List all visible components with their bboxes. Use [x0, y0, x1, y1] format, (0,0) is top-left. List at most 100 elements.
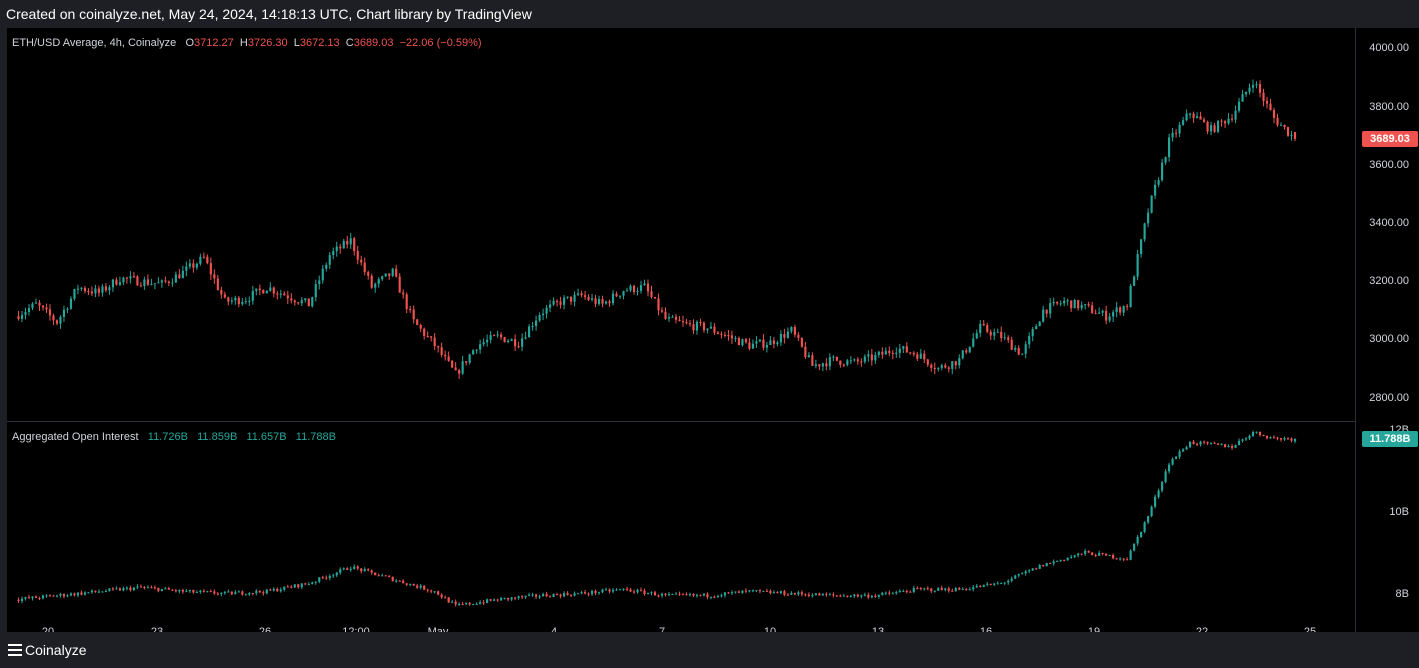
candle-body — [234, 297, 237, 301]
pane-separator[interactable] — [7, 421, 1355, 422]
candle-body — [975, 585, 978, 588]
open-value: 3712.27 — [194, 37, 234, 49]
candle-body — [1286, 438, 1290, 440]
candle-body — [1202, 119, 1206, 122]
candle-body — [171, 589, 174, 591]
candle-body — [227, 591, 230, 593]
candle-body — [41, 595, 45, 599]
candle-body — [181, 270, 184, 279]
candle-body — [153, 283, 156, 285]
candle-body — [755, 341, 758, 344]
candle-body — [52, 595, 55, 597]
candle-body — [202, 256, 205, 258]
candle-body — [80, 592, 83, 595]
candle-body — [496, 599, 499, 601]
candle-body — [1178, 124, 1181, 134]
candle-body — [828, 357, 831, 367]
candle-body — [73, 593, 76, 596]
candle-body — [55, 595, 59, 597]
candle-body — [1182, 120, 1185, 125]
candle-body — [1192, 113, 1195, 119]
candle-body — [461, 361, 464, 374]
y-tick-label: 3000.00 — [1369, 333, 1409, 346]
candle-body — [489, 335, 492, 340]
candle-body — [531, 594, 534, 596]
candle-body — [1161, 162, 1164, 181]
candle-body — [1227, 445, 1230, 448]
candle-body — [839, 360, 842, 365]
candle-body — [769, 590, 772, 594]
candle-body — [1098, 312, 1101, 314]
candle-body — [982, 584, 985, 587]
candle-body — [472, 604, 475, 606]
candle-body — [171, 282, 174, 284]
candle-body — [307, 584, 310, 586]
candle-body — [1129, 285, 1132, 307]
candle-body — [535, 594, 538, 597]
candle-body — [590, 298, 594, 300]
candle-body — [786, 594, 789, 596]
candle-body — [688, 593, 692, 595]
candle-body — [59, 594, 62, 596]
candle-body — [958, 358, 961, 366]
candle-body — [1094, 555, 1097, 557]
candle-body — [437, 346, 440, 348]
candle-body — [41, 305, 45, 308]
brand-label: Coinalyze — [25, 642, 87, 658]
candle-body — [751, 590, 755, 592]
candle-body — [409, 583, 412, 585]
candle-body — [1080, 553, 1083, 555]
brand[interactable]: Coinalyze — [8, 641, 86, 659]
candle-body — [318, 577, 321, 582]
candle-body — [370, 275, 373, 288]
candle-body — [1129, 550, 1132, 560]
candle-body — [1265, 101, 1269, 104]
candle-body — [755, 590, 758, 592]
candle-body — [933, 590, 936, 592]
candle-body — [895, 592, 898, 594]
candle-body — [594, 590, 597, 594]
candle-body — [129, 587, 132, 591]
candle-body — [216, 278, 219, 290]
candle-body — [1175, 132, 1178, 134]
candle-body — [636, 290, 639, 293]
candle-body — [842, 595, 845, 597]
candle-body — [1003, 337, 1006, 339]
oi-open-value: 11.726B — [147, 431, 188, 443]
candle-body — [542, 313, 545, 316]
chart-area[interactable]: ETH/USD Average, 4h, Coinalyze O3712.27 … — [7, 28, 1419, 638]
candle-body — [1171, 458, 1174, 465]
candle-body — [863, 356, 866, 362]
candle-body — [384, 273, 387, 277]
candle-body — [17, 599, 20, 602]
candle-body — [391, 576, 394, 582]
candle-body — [692, 593, 695, 596]
candle-body — [643, 283, 646, 286]
candle-body — [632, 591, 636, 593]
candle-body — [307, 298, 310, 307]
candle-body — [622, 588, 625, 590]
candle-body — [552, 594, 555, 597]
candle-body — [884, 350, 887, 355]
candle-body — [1087, 550, 1090, 553]
candle-body — [332, 575, 335, 577]
candle-body — [874, 595, 877, 597]
candle-body — [409, 309, 412, 311]
candle-body — [863, 594, 866, 596]
candle-body — [1279, 438, 1283, 440]
candle-body — [671, 594, 674, 596]
candle-body — [185, 266, 188, 271]
candle-body — [685, 594, 688, 596]
candle-body — [1185, 447, 1188, 450]
candle-body — [849, 360, 852, 362]
candle-body — [716, 332, 720, 334]
candle-body — [437, 591, 440, 595]
candle-body — [1077, 553, 1080, 556]
candlestick-chart[interactable] — [7, 28, 1355, 632]
candle-body — [97, 288, 101, 293]
candle-body — [290, 586, 293, 588]
candle-body — [517, 346, 520, 348]
candle-body — [430, 336, 433, 338]
candle-body — [818, 593, 821, 596]
candle-body — [758, 339, 762, 342]
